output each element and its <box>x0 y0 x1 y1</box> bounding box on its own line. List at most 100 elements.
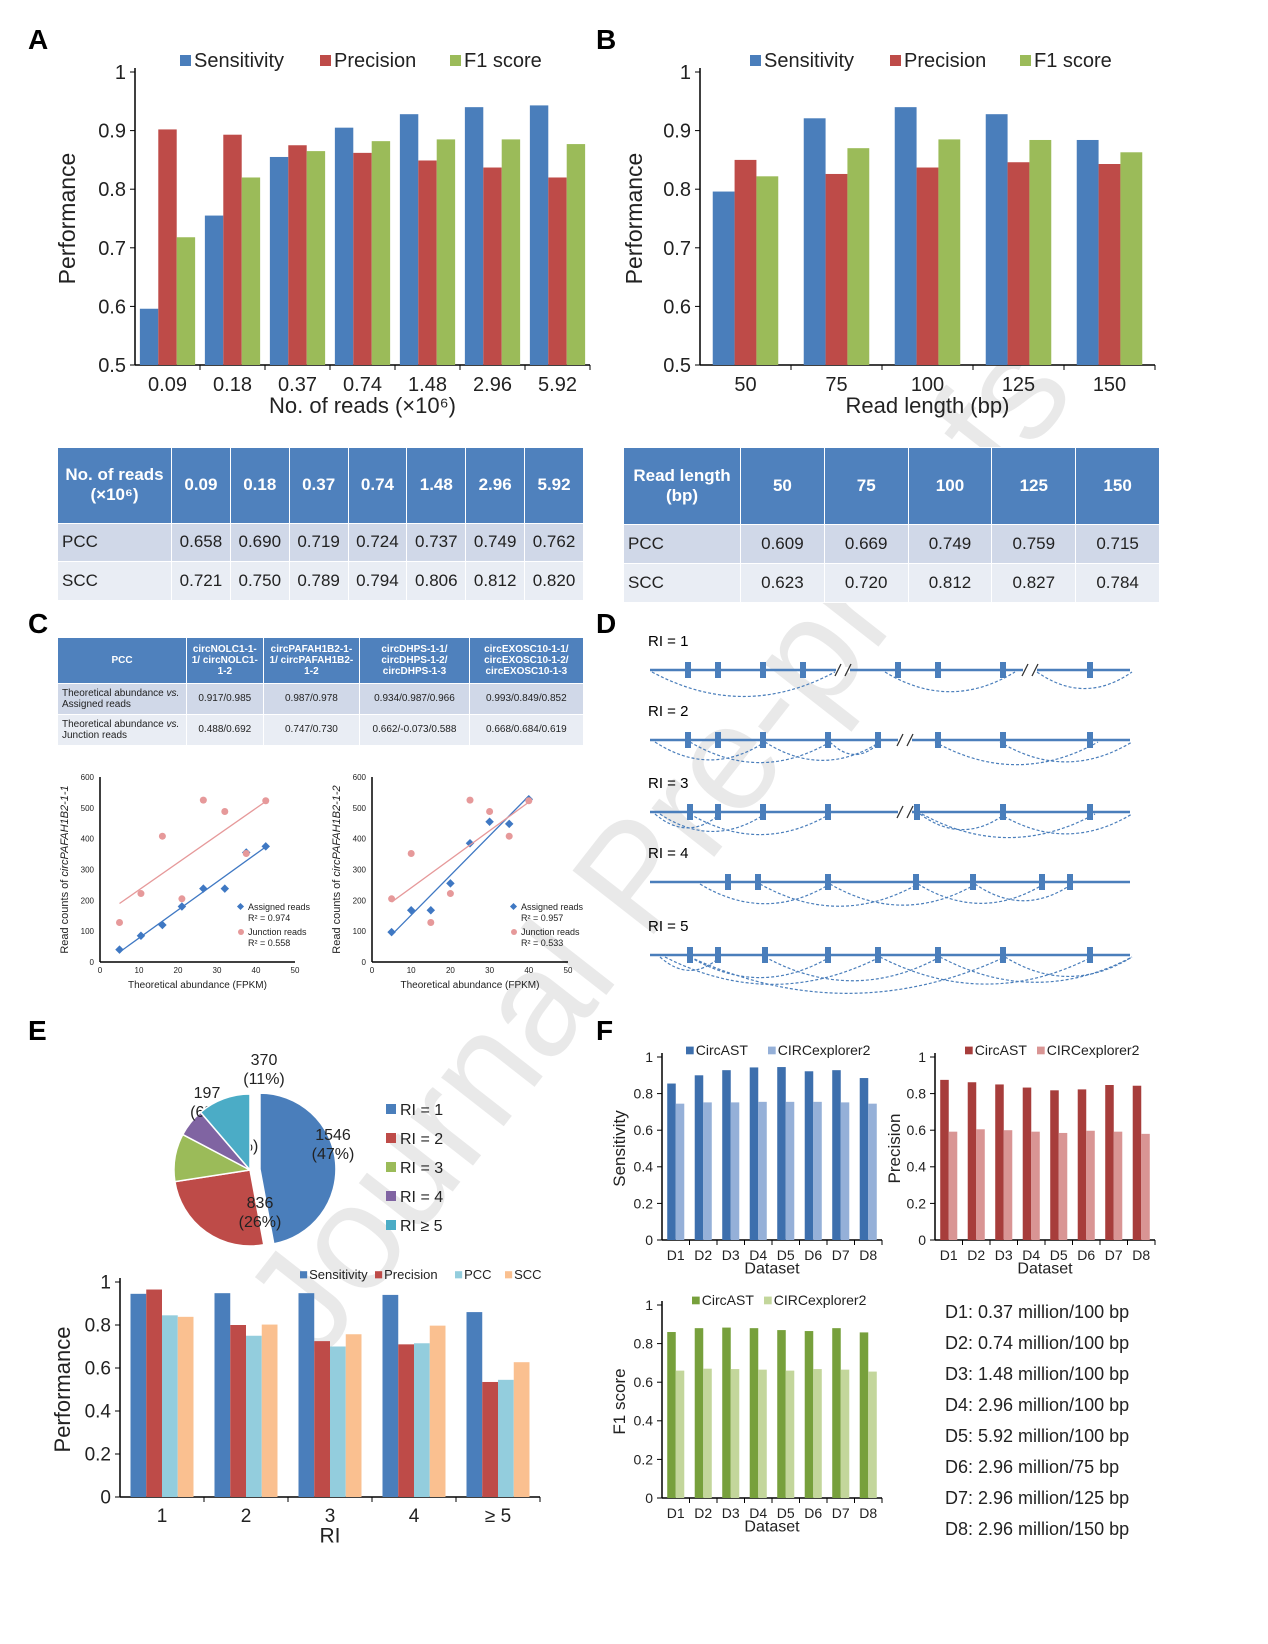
exon <box>1000 947 1006 963</box>
bar-pcc <box>414 1343 430 1497</box>
data-point <box>116 919 123 927</box>
y-tick-label: 400 <box>353 835 367 844</box>
data-point <box>199 796 207 804</box>
bar-circast <box>777 1067 786 1240</box>
exon <box>755 874 761 890</box>
bar-circast <box>859 1332 869 1498</box>
x-tick-label: 20 <box>446 966 455 975</box>
x-tick-label: D7 <box>832 1247 850 1263</box>
break-mark <box>896 805 914 819</box>
data-point <box>426 905 436 915</box>
y-tick-label: 0.8 <box>634 1086 654 1102</box>
junction-arc <box>999 741 1133 763</box>
bar-precision <box>314 1341 330 1497</box>
exon <box>762 947 768 963</box>
legend-swatch <box>750 55 761 66</box>
data-point <box>178 895 186 903</box>
dataset-note: D3: 1.48 million/100 bp <box>945 1364 1130 1384</box>
bar-sensitivity <box>214 1293 231 1497</box>
junction-arc <box>999 813 1133 835</box>
legend-label: CircAST <box>696 1042 749 1058</box>
header-cell: No. of reads (×10⁶) <box>57 447 172 524</box>
y-tick-label: 0.8 <box>663 179 691 201</box>
exon <box>687 804 693 820</box>
bar-pcc <box>330 1346 346 1497</box>
header-cell: 0.37 <box>288 447 349 524</box>
bar-f1-score <box>938 139 961 365</box>
bar-circast <box>694 1075 704 1240</box>
junction-arc <box>879 956 1093 985</box>
table-cell: 0.993/0.849/0.852 <box>468 682 585 715</box>
y-axis-label: Read counts of circPAFAH1B2-1-1 <box>59 785 71 953</box>
ri-label: RI = 1 <box>648 633 688 650</box>
exon <box>970 874 976 890</box>
legend-label: F1 score <box>1034 50 1112 72</box>
bar-circast <box>995 1084 1004 1240</box>
legend-label: Precision <box>334 50 416 72</box>
break-mark <box>896 733 914 747</box>
data-point <box>485 817 494 826</box>
bar-precision <box>418 160 437 365</box>
dataset-note: D6: 2.96 million/75 bp <box>945 1457 1120 1477</box>
x-tick-label: 30 <box>485 966 494 975</box>
y-tick-label: 0 <box>90 958 95 967</box>
bar-f1-score <box>1120 152 1143 365</box>
bar-circexplorer2 <box>840 1369 850 1498</box>
legend-swatch <box>768 1046 776 1055</box>
bar-sensitivity <box>298 1293 315 1497</box>
dataset-note: D4: 2.96 million/100 bp <box>945 1395 1130 1415</box>
y-tick-label: 0 <box>100 1488 111 1509</box>
junction-arc <box>654 741 766 761</box>
y-tick-label: 400 <box>81 835 95 844</box>
x-tick-label: 5.92 <box>538 374 577 396</box>
table-cell: 0.715 <box>1075 523 1160 564</box>
table-cell: 0.488/0.692 <box>186 713 264 747</box>
table-cell: 0.749 <box>465 522 526 563</box>
table-cell: 0.747/0.730 <box>262 713 361 747</box>
y-tick-label: 0.7 <box>663 238 691 260</box>
y-tick-label: 0 <box>645 1232 653 1248</box>
bar-circexplorer2 <box>730 1102 740 1240</box>
bar-circexplorer2 <box>730 1369 740 1498</box>
x-tick-label: D1 <box>940 1247 958 1263</box>
table-c: PCC circNOLC1-1-1/ circNOLC1-1-2 circPAFAH… <box>57 637 585 747</box>
x-tick-label: 0.37 <box>278 374 317 396</box>
legend-label: CircAST <box>975 1042 1028 1058</box>
x-tick-label: 0 <box>370 966 375 975</box>
legend-marker <box>238 929 244 935</box>
break-gap <box>898 737 912 743</box>
bar-circexplorer2 <box>1058 1132 1068 1240</box>
y-tick-label: 0.6 <box>85 1359 111 1380</box>
x-tick-label: 1 <box>157 1506 168 1527</box>
legend-label: Assigned reads <box>248 902 311 912</box>
exon <box>1087 662 1093 678</box>
y-tick-label: 500 <box>353 804 367 813</box>
x-tick-label: 3 <box>325 1506 336 1527</box>
bar-pcc <box>162 1315 178 1497</box>
table-cell: SCC <box>623 562 741 604</box>
x-axis-label: Read length (bp) <box>846 393 1010 418</box>
legend-label: CIRCexplorer2 <box>1047 1042 1140 1058</box>
y-tick-label: 600 <box>81 773 95 782</box>
slice-value: 370 <box>251 1052 278 1069</box>
bar-circexplorer2 <box>813 1101 822 1240</box>
legend-label: Sensitivity <box>194 50 284 72</box>
junction-arc <box>921 813 1096 839</box>
bar-f1-score <box>566 144 586 365</box>
bar-circexplorer2 <box>813 1369 822 1498</box>
bar-circexplorer2 <box>868 1371 877 1498</box>
junction-arc <box>919 813 1006 831</box>
y-tick-label: 1 <box>680 62 691 84</box>
x-tick-label: D2 <box>967 1247 985 1263</box>
table-cell: 0.806 <box>406 561 467 601</box>
legend-label: Sensitivity <box>309 1267 368 1282</box>
data-point <box>446 879 455 888</box>
data-point <box>406 905 416 915</box>
x-tick-label: D4 <box>749 1505 767 1521</box>
legend-swatch <box>455 1271 463 1279</box>
y-tick-label: 1 <box>115 62 126 84</box>
bar-circast <box>722 1327 731 1498</box>
bar-circexplorer2 <box>703 1102 712 1240</box>
exon <box>800 662 806 678</box>
y-tick-label: 0.6 <box>634 1374 654 1390</box>
